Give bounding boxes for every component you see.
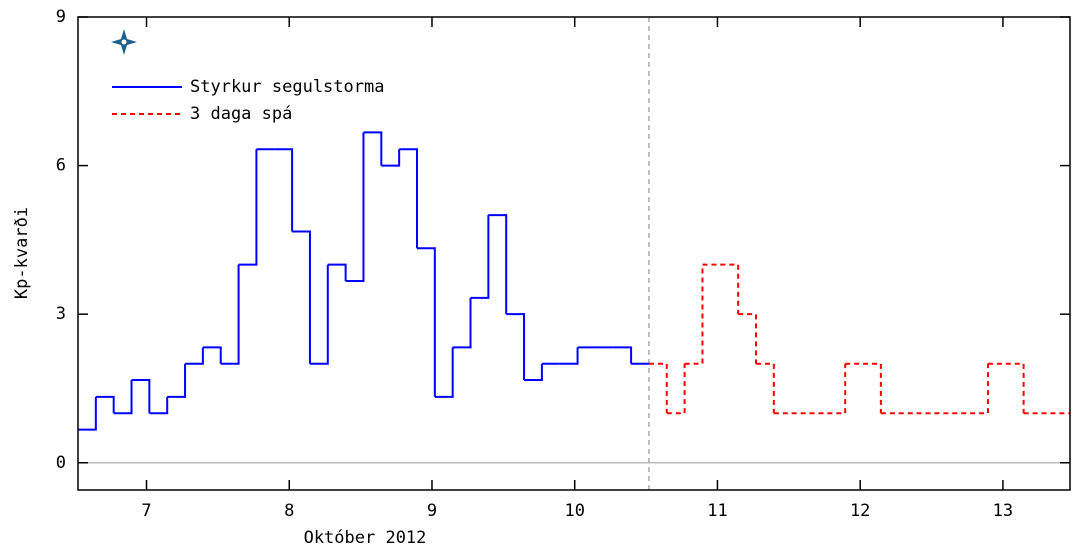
step-segment: [416, 247, 436, 397]
step-segment: [863, 362, 882, 414]
y-tick-label: 3: [56, 304, 66, 324]
step-segment: [506, 313, 526, 381]
x-tick-label: 8: [284, 501, 294, 521]
logo: [111, 29, 137, 55]
step-segment: [524, 363, 543, 382]
step-segment: [274, 148, 294, 232]
y-tick-label: 0: [56, 453, 66, 473]
step-segment: [738, 313, 757, 364]
step-segment: [220, 264, 240, 365]
x-tick-label: 7: [141, 501, 151, 521]
x-tick-label: 9: [427, 501, 437, 521]
legend-label: Styrkur segulstorma: [190, 77, 384, 97]
step-segment: [78, 396, 97, 431]
step-segment: [666, 363, 686, 415]
step-segment: [720, 263, 740, 315]
x-tick-label: 12: [850, 501, 870, 521]
x-tick-label: 13: [993, 501, 1013, 521]
step-segment: [399, 148, 418, 249]
y-tick-label: 9: [56, 7, 66, 27]
step-segment: [470, 215, 490, 299]
step-segment: [95, 395, 115, 414]
step-segment: [488, 214, 508, 315]
step-segment: [381, 149, 401, 167]
step-segment: [238, 149, 258, 266]
plot-frame: [77, 16, 1071, 491]
legend-label: 3 daga spá: [190, 104, 292, 124]
x-tick-label: 11: [707, 501, 727, 521]
step-segment: [167, 363, 187, 398]
step-segment: [755, 362, 775, 414]
step-segment: [185, 347, 204, 365]
step-segment: [345, 132, 365, 282]
step-segment: [827, 363, 847, 415]
step-segment: [309, 264, 329, 365]
step-segment: [434, 347, 454, 398]
step-segment: [363, 131, 383, 166]
step-segment: [684, 264, 704, 365]
y-axis-label: Kp-kvarði: [12, 207, 32, 299]
step-segment: [131, 379, 151, 414]
step-segment: [559, 347, 579, 365]
step-segment: [113, 380, 133, 415]
step-segment: [648, 362, 668, 414]
step-segment: [452, 297, 472, 349]
step-segment: [970, 363, 989, 415]
x-tick-label: 10: [564, 501, 584, 521]
x-axis-label: Október 2012: [304, 528, 427, 548]
step-segment: [202, 346, 222, 364]
y-tick-label: 6: [56, 156, 66, 176]
step-segment: [1005, 362, 1025, 414]
step-segment: [149, 396, 169, 415]
step-segment: [292, 230, 311, 364]
step-segment: [327, 263, 347, 281]
step-segment: [613, 346, 633, 364]
